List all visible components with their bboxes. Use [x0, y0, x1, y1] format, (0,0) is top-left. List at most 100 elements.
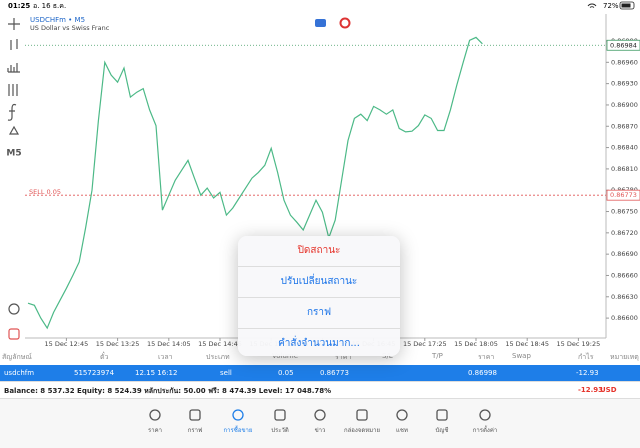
- x-tick-label: 15 Dec 14:45: [198, 340, 242, 348]
- header-cell: ราคา: [478, 353, 495, 361]
- tab-label: ประวัติ: [271, 427, 289, 434]
- header-cell: กำไร: [578, 353, 594, 361]
- y-tick-label: 0.86750: [611, 208, 638, 216]
- x-tick-label: 15 Dec 18:05: [454, 340, 498, 348]
- candles-tool[interactable]: [10, 39, 18, 50]
- tab-label: แชท: [396, 427, 408, 434]
- bar-tool[interactable]: [7, 63, 20, 73]
- price-line: [27, 36, 483, 330]
- y-tick-label: 0.86810: [611, 165, 638, 173]
- tab-icon: [314, 409, 326, 421]
- function-tool[interactable]: [7, 103, 17, 121]
- tab-icon: [479, 409, 491, 421]
- order-price-box: [606, 189, 640, 201]
- left-toolbar: [7, 18, 20, 340]
- wifi-icon: [587, 3, 597, 8]
- header-cell: เวลา: [158, 353, 173, 361]
- tab[interactable]: บัญชี: [422, 408, 462, 435]
- summary-text: Balance: 8 537.32 Equity: 8 524.39 หลักป…: [4, 387, 332, 395]
- battery-level: [621, 3, 631, 8]
- tab-label: บัญชี: [435, 427, 449, 434]
- header-cell: Swap: [512, 352, 531, 360]
- header-cell: T/P: [432, 352, 443, 360]
- y-tick-label: 0.86870: [611, 122, 638, 130]
- tab-icon-shape: [396, 409, 408, 421]
- x-tick-label: 15 Dec 12:45: [45, 340, 89, 348]
- battery-icon: [619, 1, 635, 10]
- tab[interactable]: กราฟ: [175, 408, 215, 435]
- tab-label: การซื้อขาย: [223, 427, 253, 434]
- zoom-tool[interactable]: [8, 303, 20, 315]
- y-tick-label: 0.86930: [611, 80, 638, 88]
- tab-label: กล่องจดหมาย: [343, 427, 381, 434]
- menu-item[interactable]: ปิดสถานะ: [238, 236, 400, 267]
- summary-bar: Balance: 8 537.32 Equity: 8 524.39 หลักป…: [0, 381, 640, 399]
- indicator-tool[interactable]: [8, 84, 18, 96]
- tab-label: กราฟ: [187, 427, 203, 434]
- tab-icon: [274, 409, 286, 421]
- tab[interactable]: การตั้งค่า: [465, 408, 505, 435]
- crosshair-tool[interactable]: [8, 18, 20, 30]
- cell-symbol: usdchfm: [4, 369, 35, 377]
- trade-tool[interactable]: [8, 328, 20, 340]
- status-date: อ. 16 ธ.ค.: [33, 2, 66, 10]
- menu-item[interactable]: กราฟ: [238, 298, 400, 329]
- tab-label: ราคา: [148, 427, 162, 434]
- y-tick-label: 0.86660: [611, 271, 638, 279]
- x-tick-label: 15 Dec 17:25: [403, 340, 447, 348]
- tab-icon: [189, 409, 201, 421]
- table-header: สัญลักษณ์ ตั๋ว เวลา ประเภท Volume ราคา S/L T/P ร…: [0, 349, 640, 364]
- tab-icon-shape: [189, 409, 201, 421]
- context-menu: ปิดสถานะ ปรับเปลี่ยนสถานะ กราฟคำสั่งจำนวนม…: [238, 236, 400, 356]
- header-cell: ตั๋ว: [100, 353, 109, 361]
- tab[interactable]: ข่าว: [300, 408, 340, 435]
- timeframe[interactable]: M5: [6, 149, 21, 159]
- one-click-icon[interactable]: [315, 19, 326, 27]
- y-tick-label: 0.86690: [611, 250, 638, 258]
- tab[interactable]: การซื้อขาย: [218, 408, 258, 435]
- tab-icon-shape: [436, 409, 448, 421]
- tab-icon-shape: [479, 409, 491, 421]
- cell-ticket: 515723974: [74, 369, 115, 377]
- tab[interactable]: ประวัติ: [260, 408, 300, 435]
- cell-price: 0.86773: [320, 369, 349, 377]
- y-tick-label: 0.86630: [611, 293, 638, 301]
- shape-tool[interactable]: [8, 125, 20, 135]
- bid-price-box: [606, 39, 640, 51]
- chart-title: USDCHFm • M5: [30, 16, 85, 24]
- chart-subtitle: US Dollar vs Swiss Franc: [30, 24, 110, 32]
- header-cell: ประเภท: [206, 353, 230, 361]
- x-tick-label: 15 Dec 18:45: [505, 340, 549, 348]
- status-battery: 72%: [603, 2, 619, 10]
- y-tick-label: 0.86960: [611, 58, 638, 66]
- summary-total: -12.93: [578, 386, 604, 394]
- header-cell: Volume: [272, 352, 299, 360]
- header-cell: สัญลักษณ์: [2, 353, 32, 361]
- tab[interactable]: แชท: [382, 408, 422, 435]
- menu-item[interactable]: ปรับเปลี่ยนสถานะ: [238, 267, 400, 298]
- order-label: SELL 0.05: [29, 188, 61, 196]
- cell-volume: 0.05: [278, 369, 294, 377]
- tab-icon-shape: [149, 409, 161, 421]
- tab-icon: [396, 409, 408, 421]
- tab-label: การตั้งค่า: [472, 427, 498, 434]
- cell-profit: -12.93: [576, 369, 599, 377]
- y-tick-label: 0.86720: [611, 229, 638, 237]
- tab[interactable]: ราคา: [135, 408, 175, 435]
- tab[interactable]: กล่องจดหมาย: [342, 408, 382, 435]
- position-row[interactable]: usdchfm 515723974 12.15 16:12 sell 0.05 …: [0, 365, 640, 381]
- header-cell: หมายเหตุ: [610, 353, 639, 361]
- status-time: 01:25: [8, 2, 30, 10]
- tab-icon: [232, 409, 244, 421]
- cell-time: 12.15 16:12: [135, 369, 178, 377]
- tab-label: ข่าว: [314, 427, 326, 434]
- y-tick-label: 0.86600: [611, 314, 638, 322]
- header-cell: ราคา: [335, 353, 352, 361]
- tab-icon-shape: [356, 409, 368, 421]
- order-price-label: 0.86773: [610, 191, 637, 199]
- menu-item[interactable]: คำสั่งจำนวนมาก...: [278, 338, 360, 349]
- cell-type: sell: [220, 369, 232, 377]
- signal-icon[interactable]: [339, 17, 351, 29]
- x-tick-label: 15 Dec 13:25: [96, 340, 140, 348]
